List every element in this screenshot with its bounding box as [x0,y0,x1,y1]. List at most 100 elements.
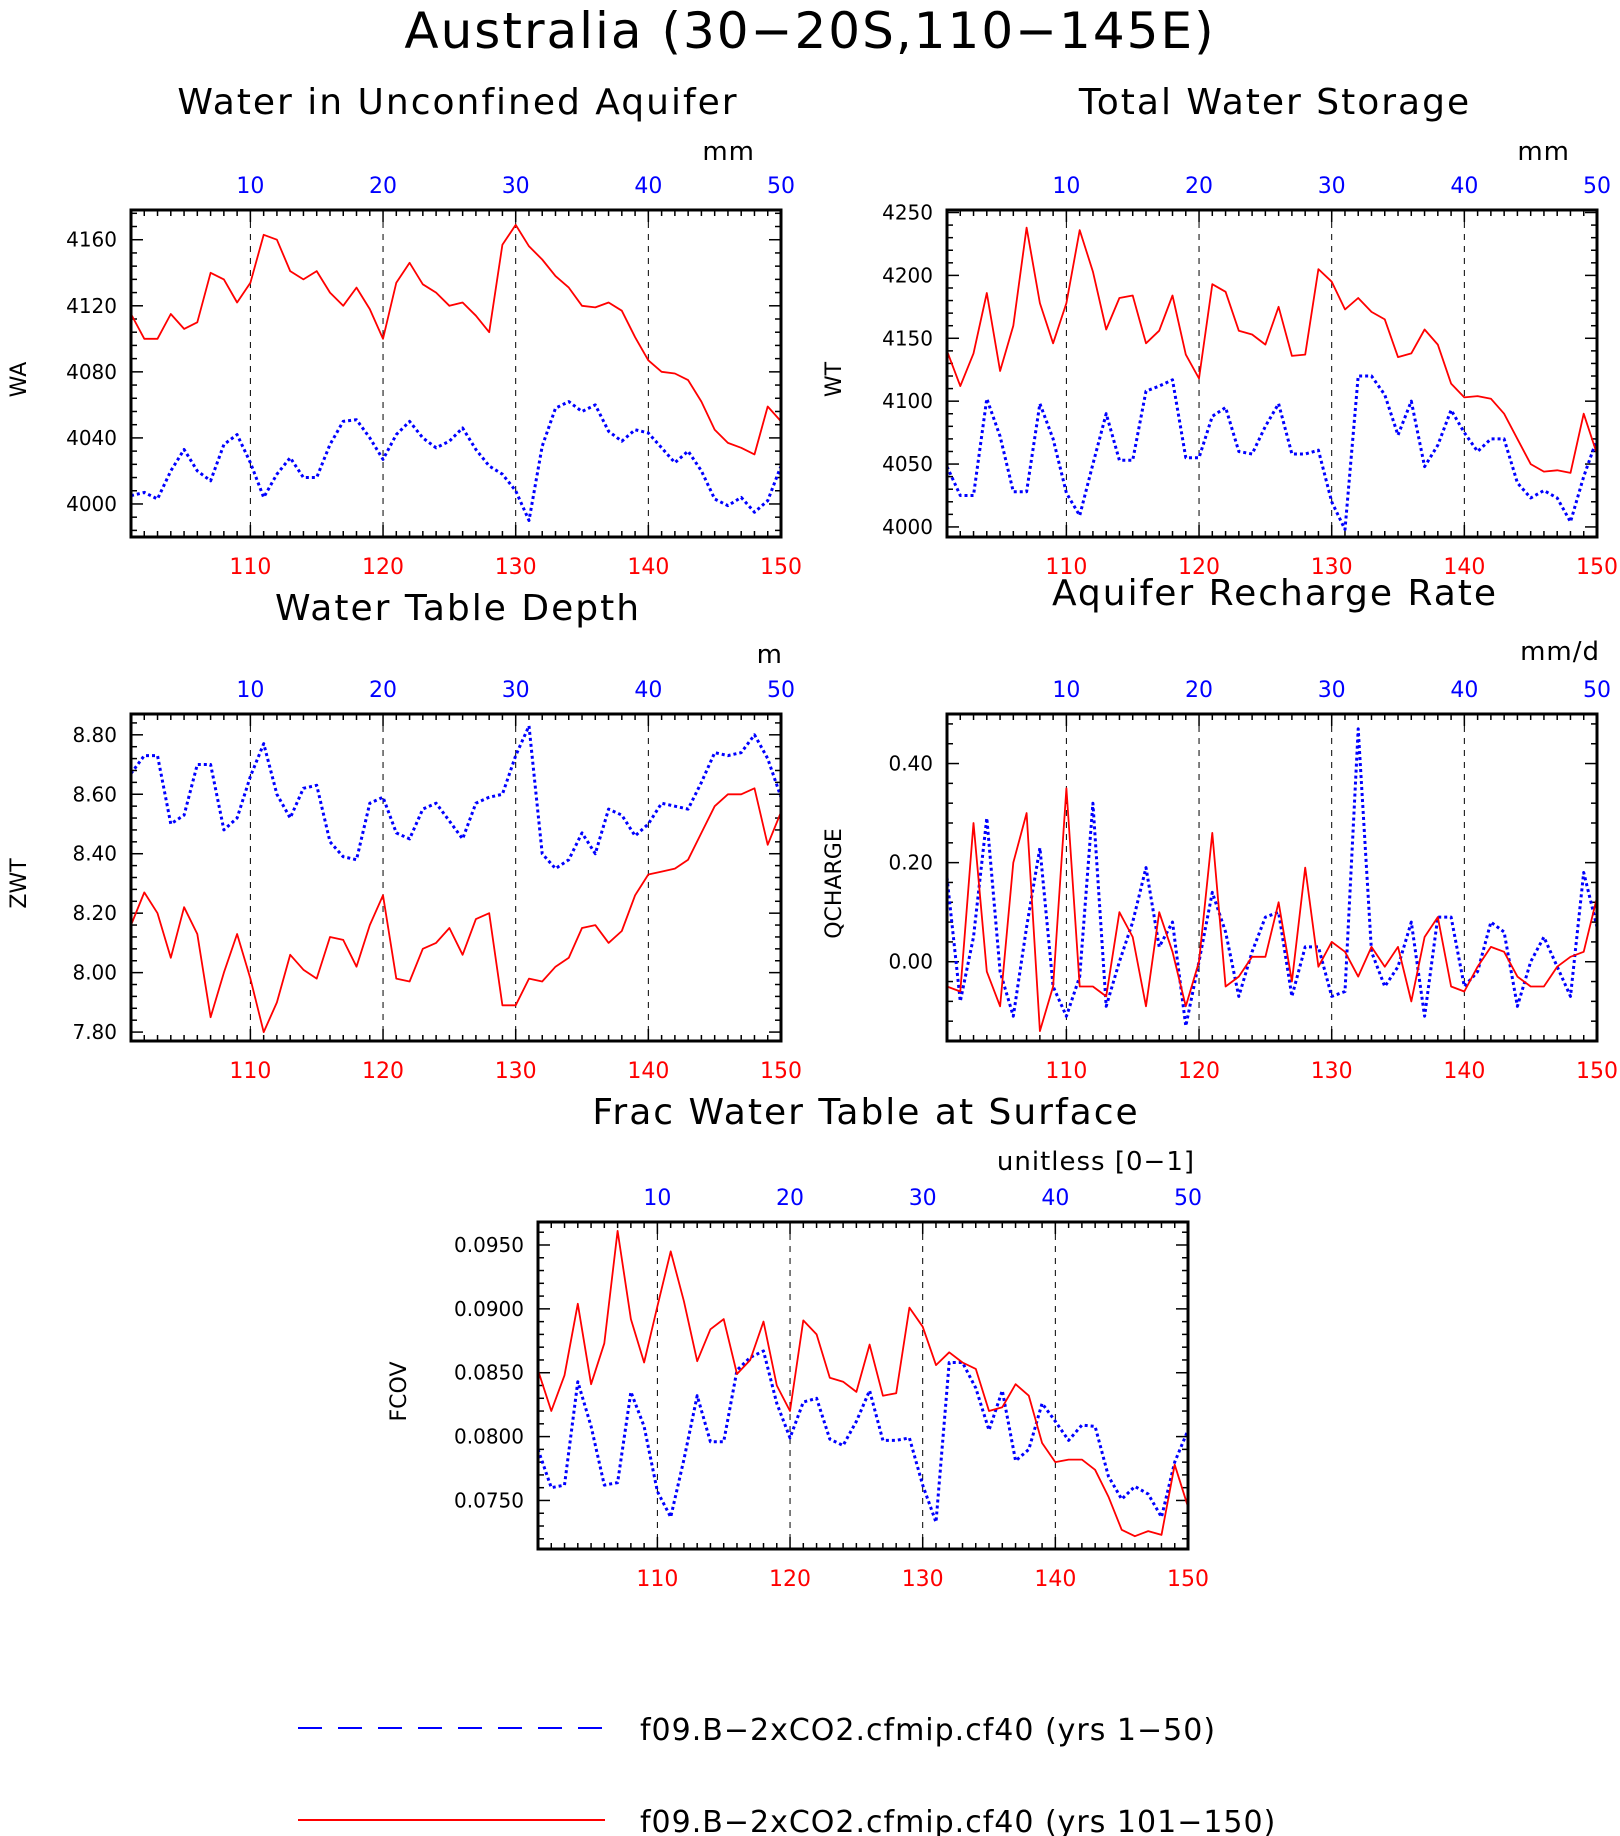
x-tick-label-bottom: 140 [627,555,669,580]
x-tick-label-top: 30 [1318,174,1346,199]
x-tick-label-bottom: 110 [229,555,271,580]
series-line-yrs101-150 [946,787,1598,1032]
plot-frame [945,712,1599,1043]
x-tick-label-top: 20 [1185,174,1213,199]
y-axis-label: QCHARGE [822,828,847,939]
y-tick-label: 4080 [66,360,117,384]
x-tick-label-bottom: 120 [362,1059,404,1084]
series-line-yrs1-50 [130,400,783,522]
x-tick-label-top: 10 [1052,174,1080,199]
plot-frame [536,1220,1190,1551]
x-tick-label-bottom: 110 [636,1567,678,1592]
units-label: mm [1517,137,1570,167]
x-tick-label-top: 40 [634,174,662,199]
x-tick-label-top: 10 [236,678,264,703]
panel-title: Total Water Storage [1078,82,1471,123]
x-tick-label-bottom: 150 [1167,1567,1209,1592]
panel-aquifer-recharge-rate: Aquifer Recharge Rate mm/d 0.00 0.20 0.40 1… [822,573,1618,1084]
x-tick-label-top: 50 [1174,1186,1202,1211]
x-tick-label-top: 20 [1185,678,1213,703]
y-tick-label: 4040 [66,426,117,450]
plot-frame [945,208,1599,539]
x-tick-label-top: 50 [767,678,795,703]
panel-frac-water-table-at-surface: Frac Water Table at Surface unitless [0−… [387,1092,1209,1592]
legend-label-yrs1-50: f09.B−2xCO2.cfmip.cf40 (yrs 1−50) [640,1713,1216,1748]
x-tick-label-top: 40 [634,678,662,703]
x-tick-label-top: 40 [1041,1186,1069,1211]
series-line-yrs101-150 [130,787,782,1033]
x-tick-label-top: 40 [1450,678,1478,703]
series-line-yrs1-50 [945,374,1599,531]
x-tick-label-bottom: 110 [1045,1059,1087,1084]
y-tick-label: 4000 [882,515,933,539]
y-axis-label: WA [7,362,32,398]
x-tick-label-bottom: 120 [1178,1059,1220,1084]
x-tick-label-top: 50 [1583,174,1611,199]
plot-frame [129,208,783,539]
x-tick-label-bottom: 140 [1034,1567,1076,1592]
x-tick-label-bottom: 130 [495,555,537,580]
main-title: Australia (30−20S,110−145E) [404,2,1215,60]
y-axis-label: ZWT [7,858,32,909]
x-tick-label-bottom: 130 [1311,555,1353,580]
x-tick-label-top: 20 [369,174,397,199]
y-tick-label: 0.20 [888,851,933,875]
panel-title: Frac Water Table at Surface [592,1092,1139,1133]
y-axis-label: WT [822,361,847,397]
x-tick-label-bottom: 120 [1178,555,1220,580]
x-tick-label-top: 10 [236,174,264,199]
plot-frame [129,712,783,1043]
series-line-yrs1-50 [536,1349,1190,1524]
y-tick-label: 0.0900 [454,1297,524,1321]
panel-water-table-depth: Water Table Depth m 7.80 8.00 8.20 8.40 8.60… [7,588,802,1084]
x-tick-label-bottom: 130 [495,1059,537,1084]
series-line-yrs101-150 [130,223,782,456]
y-tick-label: 4150 [882,326,933,350]
x-tick-label-bottom: 130 [902,1567,944,1592]
x-tick-label-top: 10 [643,1186,671,1211]
x-tick-label-top: 50 [1583,678,1611,703]
units-label: mm/d [1520,637,1600,667]
x-tick-label-bottom: 140 [627,1059,669,1084]
x-tick-label-top: 30 [502,678,530,703]
panel-title: Aquifer Recharge Rate [1052,573,1498,614]
x-tick-label-bottom: 140 [1443,555,1485,580]
series-line-yrs1-50 [945,727,1599,1028]
y-tick-label: 0.0800 [454,1425,524,1449]
x-tick-label-bottom: 150 [1576,1059,1618,1084]
x-tick-label-top: 30 [1318,678,1346,703]
y-tick-label: 4120 [66,294,117,318]
y-tick-label: 4000 [66,492,117,516]
x-tick-label-top: 30 [502,174,530,199]
x-tick-label-top: 40 [1450,174,1478,199]
x-tick-label-bottom: 110 [229,1059,271,1084]
y-tick-label: 0.00 [888,950,933,974]
series-line-yrs1-50 [129,724,783,871]
y-tick-label: 0.0850 [454,1361,524,1385]
y-tick-label: 4050 [882,452,933,476]
x-tick-label-top: 20 [369,678,397,703]
x-tick-label-bottom: 120 [362,555,404,580]
y-tick-label: 8.00 [72,961,117,985]
y-tick-label: 8.40 [72,842,117,866]
x-tick-label-top: 10 [1052,678,1080,703]
y-tick-label: 4100 [882,389,933,413]
y-tick-label: 0.0950 [454,1233,524,1257]
x-tick-label-top: 20 [776,1186,804,1211]
x-tick-label-bottom: 130 [1311,1059,1353,1084]
panel-total-water-storage: Total Water Storage mm 40004050410041504… [822,82,1618,580]
panel-water-in-unconfined-aquifer: Water in Unconfined Aquifer mm 400040404… [7,82,802,580]
x-tick-label-bottom: 120 [769,1567,811,1592]
x-tick-label-bottom: 150 [1576,555,1618,580]
units-label: unitless [0−1] [997,1147,1195,1177]
y-tick-label: 8.60 [72,782,117,806]
y-tick-label: 4250 [882,201,933,225]
x-tick-label-bottom: 150 [760,555,802,580]
y-axis-label: FCOV [387,1362,412,1422]
x-tick-label-top: 30 [909,1186,937,1211]
y-tick-label: 7.80 [72,1020,117,1044]
y-tick-label: 0.40 [888,752,933,776]
y-tick-label: 4200 [882,263,933,287]
series-line-yrs101-150 [537,1230,1189,1538]
